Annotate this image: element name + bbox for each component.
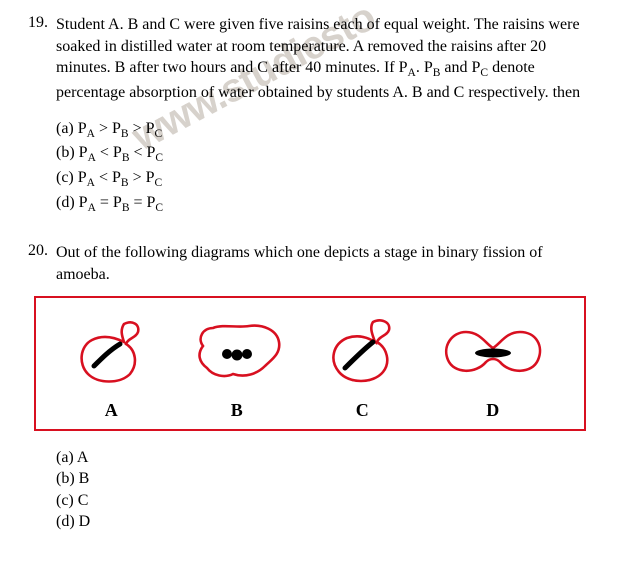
label-b: B: [231, 400, 243, 421]
q20-opt-a: (a) A: [56, 447, 592, 469]
diagram-b: B: [187, 316, 287, 421]
q19-opt-a: (a) PA > PB > PC: [56, 118, 592, 143]
label-a: A: [105, 400, 118, 421]
label-c: C: [356, 400, 369, 421]
q19-opt-b: (b) PA < PB < PC: [56, 142, 592, 167]
label-d: D: [486, 400, 499, 421]
diagram-a: A: [72, 316, 150, 421]
q19-opt-d: (d) PA = PB = PC: [56, 192, 592, 217]
diagram-c: C: [323, 316, 401, 421]
q19-opt-c: (c) PA < PB > PC: [56, 167, 592, 192]
diagram-d: D: [438, 316, 548, 421]
q20-opt-c: (c) C: [56, 490, 592, 512]
q19-text: Student A. B and C were given five raisi…: [56, 14, 592, 104]
q20-text: Out of the following diagrams which one …: [56, 242, 592, 285]
q20-number: 20.: [28, 242, 56, 260]
diagram-box: A B C D: [34, 296, 586, 431]
q19-options: (a) PA > PB > PC (b) PA < PB < PC (c) PA…: [56, 118, 592, 217]
q20-opt-b: (b) B: [56, 468, 592, 490]
q20-opt-d: (d) D: [56, 511, 592, 533]
q20: 20. Out of the following diagrams which …: [28, 242, 592, 285]
q19: 19. Student A. B and C were given five r…: [28, 14, 592, 104]
q19-number: 19.: [28, 14, 56, 32]
q20-options: (a) A (b) B (c) C (d) D: [56, 447, 592, 533]
